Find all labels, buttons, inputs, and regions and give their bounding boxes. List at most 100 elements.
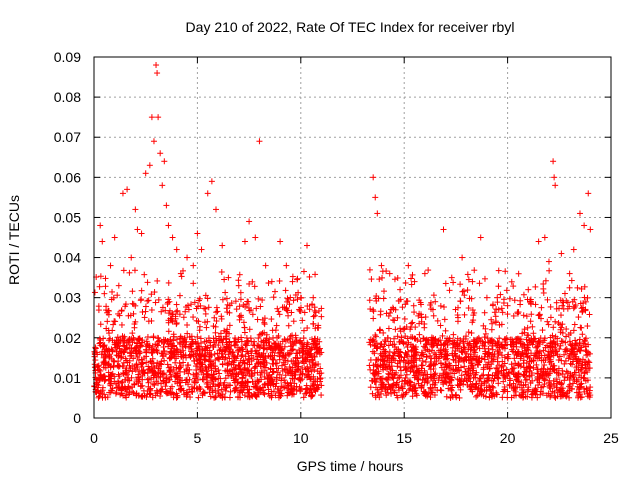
data-point [259,316,266,323]
data-point [249,278,256,285]
data-point [118,321,125,328]
data-point [409,393,416,400]
data-point [238,338,245,345]
data-point [165,296,172,303]
data-point [276,356,283,363]
data-point [137,297,144,304]
data-point [524,324,531,331]
data-point [427,358,434,365]
data-point [158,308,165,315]
data-point [97,222,104,229]
data-point [144,333,151,340]
data-point [428,306,435,313]
data-point [578,380,585,387]
y-tick-label: 0.04 [54,250,81,266]
data-point [275,308,282,315]
data-point [492,369,499,376]
data-point [99,384,106,391]
data-point [506,295,513,302]
data-point [390,316,397,323]
data-point [202,310,209,317]
data-point [448,274,455,281]
data-point [222,385,229,392]
y-tick-label: 0.08 [54,89,81,105]
data-point [236,303,243,310]
data-point [410,302,417,309]
data-point [437,322,444,329]
data-point [161,158,168,165]
data-point [310,313,317,320]
data-point [525,286,532,293]
data-point [535,238,542,245]
data-point [290,318,297,325]
data-point [533,361,540,368]
data-point [111,234,118,241]
data-point [494,365,501,372]
data-point [218,268,225,275]
data-point [317,375,324,382]
data-point [262,262,269,269]
data-point [530,357,537,364]
data-point [235,282,242,289]
data-point [559,302,566,309]
data-point [150,138,157,145]
data-point [571,321,578,328]
data-point [115,363,122,370]
data-point [495,267,502,274]
data-point [306,358,313,365]
data-point [457,281,464,288]
data-point [438,360,445,367]
data-point [570,246,577,253]
data-point [574,284,581,291]
data-point [547,365,554,372]
data-point [391,276,398,283]
data-point [530,330,537,337]
data-point [559,371,566,378]
data-point [157,150,164,157]
data-point [408,347,415,354]
data-point [129,388,136,395]
data-point [237,289,244,296]
data-point [285,312,292,319]
data-point [525,386,532,393]
data-point [273,380,280,387]
data-point [92,357,99,364]
data-point [464,287,471,294]
y-tick-label: 0.09 [54,49,81,65]
data-point [562,357,569,364]
data-point [477,234,484,241]
x-axis-label: GPS time / hours [297,458,404,474]
data-point [551,174,558,181]
data-point [481,378,488,385]
data-point [578,324,585,331]
data-point [519,330,526,337]
data-point [218,386,225,393]
y-tick-labels: 0 0.01 0.02 0.03 0.04 0.05 0.06 0.07 0.08 0.09 [54,49,81,426]
data-point [418,362,425,369]
data-point [566,284,573,291]
data-point [306,306,313,313]
data-point [132,206,139,213]
data-point [541,234,548,241]
data-point [294,296,301,303]
data-point [296,346,303,353]
data-point [421,270,428,277]
x-tick-label: 5 [194,430,202,446]
data-point [526,373,533,380]
data-point [481,275,488,282]
data-point [92,367,99,374]
data-point [377,308,384,315]
x-tick-label: 0 [90,430,98,446]
data-point [213,309,220,316]
data-point [154,70,161,77]
data-point [312,271,319,278]
data-point [173,336,180,343]
data-point [379,268,386,275]
data-point [186,386,193,393]
data-point [102,394,109,401]
data-point [459,254,466,261]
data-point [509,365,516,372]
data-point [561,290,568,297]
data-point [159,182,166,189]
